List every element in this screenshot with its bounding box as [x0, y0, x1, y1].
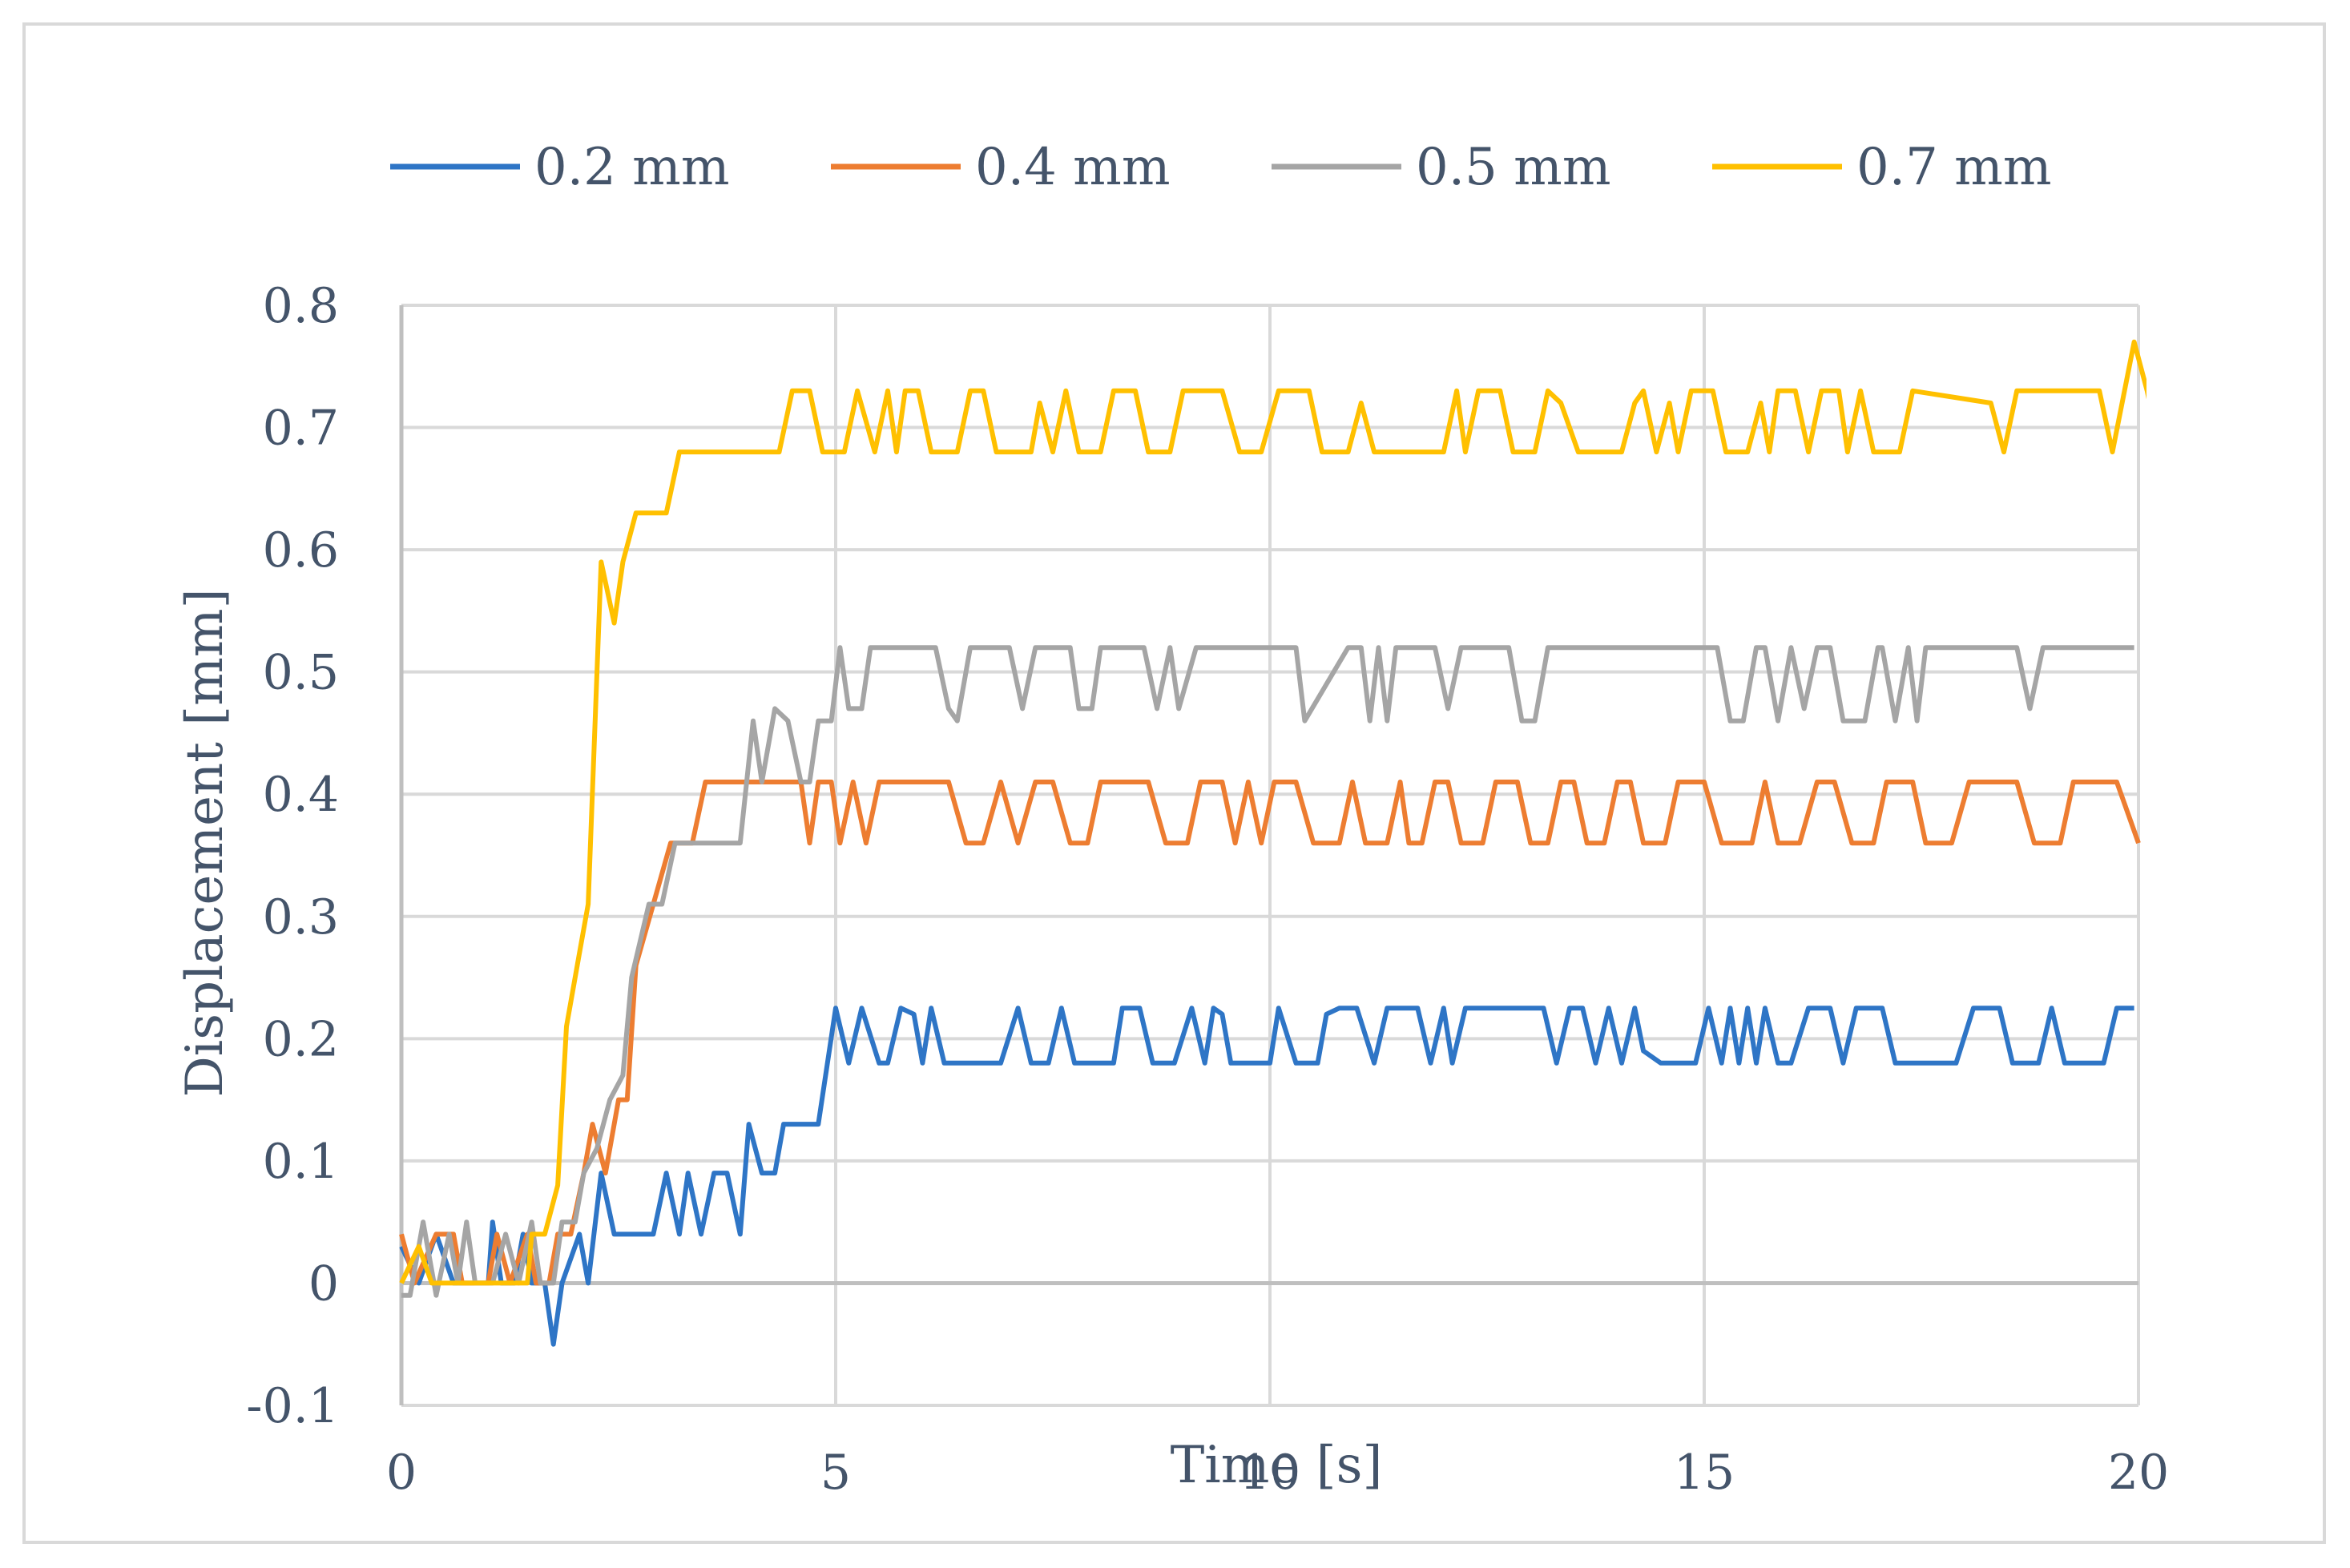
series-line-4 [399, 339, 2146, 1286]
displacement-line-chart: 0.2 mm 0.4 mm 0.5 mm 0.7 mm -0.1 0 0.1 0.2 0.3 0… [175, 138, 2169, 1501]
y-tick-label: 0.1 [263, 1134, 339, 1190]
x-tick-label: 0 [386, 1445, 417, 1501]
y-tick-label: -0.1 [246, 1378, 339, 1434]
y-tick-label: 0.2 [263, 1011, 339, 1067]
y-tick-label: 0.4 [263, 767, 339, 823]
y-tick-label: 0.6 [263, 522, 339, 578]
x-axis-title: Time [s] [1171, 1436, 1383, 1495]
y-axis-title: Displacement [mm] [175, 588, 235, 1097]
y-tick-label: 0 [308, 1256, 339, 1312]
legend-label-1: 0.2 mm [534, 138, 730, 197]
series-lines [399, 339, 2146, 1347]
gridlines [400, 304, 2140, 1407]
legend-label-4: 0.7 mm [1856, 138, 2052, 197]
axes [399, 305, 2138, 1405]
series-line-2 [399, 780, 2141, 1286]
tick-labels: -0.1 0 0.1 0.2 0.3 0.4 0.5 0.6 0.7 0.8 0 5 10 15 20 [246, 278, 2169, 1501]
x-tick-label: 5 [820, 1445, 851, 1501]
legend: 0.2 mm 0.4 mm 0.5 mm 0.7 mm [390, 138, 2052, 197]
x-tick-label: 10 [1239, 1445, 1300, 1501]
legend-label-2: 0.4 mm [975, 138, 1171, 197]
y-tick-label: 0.3 [263, 889, 339, 945]
series-line-3 [401, 645, 2134, 1298]
x-tick-label: 15 [1674, 1445, 1735, 1501]
x-tick-label: 20 [2108, 1445, 2169, 1501]
series-line-1 [399, 1006, 2134, 1347]
legend-label-3: 0.5 mm [1416, 138, 1611, 197]
y-tick-label: 0.7 [263, 401, 339, 457]
y-tick-label: 0.8 [263, 278, 339, 334]
y-tick-label: 0.5 [263, 645, 339, 701]
chart-frame: 0.2 mm 0.4 mm 0.5 mm 0.7 mm -0.1 0 0.1 0.2 0.3 0… [22, 22, 2326, 1544]
